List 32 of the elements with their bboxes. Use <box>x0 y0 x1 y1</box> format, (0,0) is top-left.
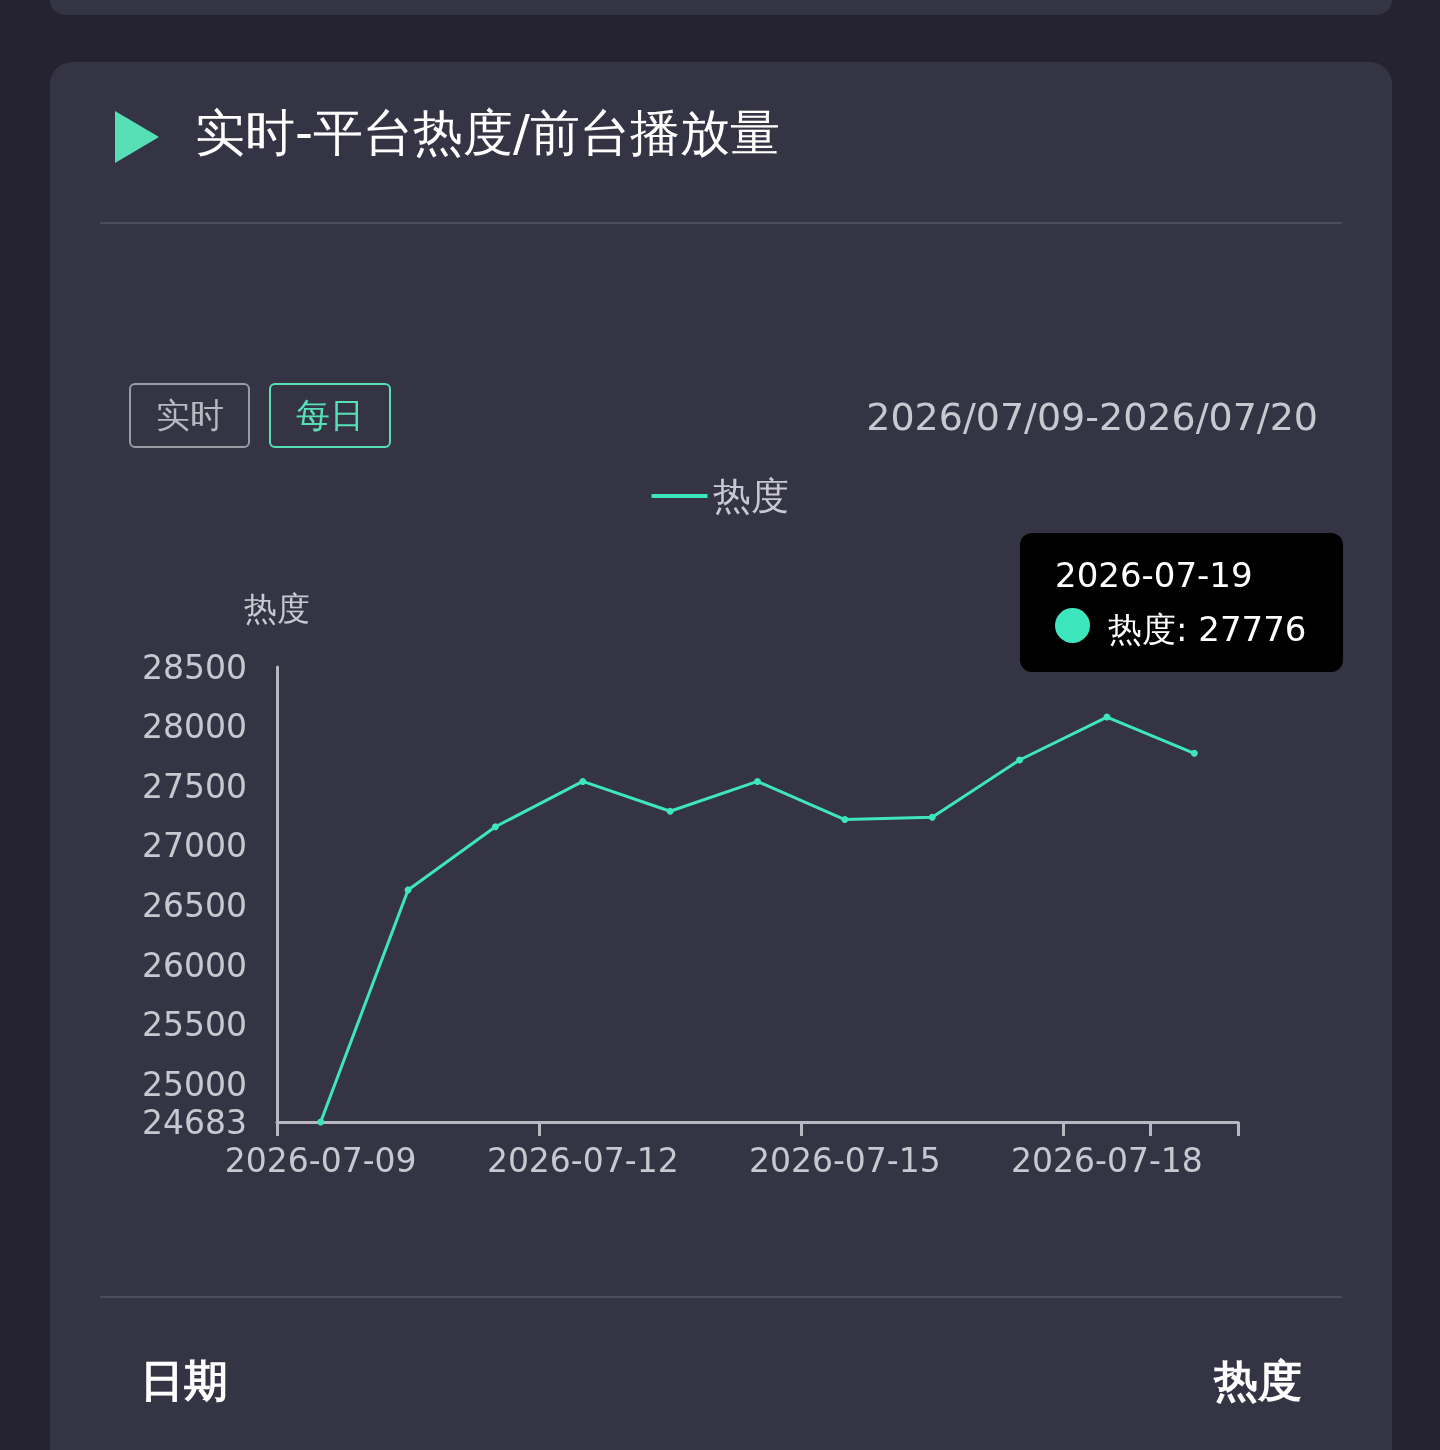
legend-label: 热度 <box>712 474 789 518</box>
text: 热度 <box>1214 1354 1302 1408</box>
y-tick-label: 26000 <box>142 945 247 985</box>
x-tick-label: 2026-07-12 <box>486 1141 679 1180</box>
point <box>754 777 761 785</box>
point <box>1016 756 1024 764</box>
text: 每日 <box>269 383 391 448</box>
text: 2026-07-19 <box>1055 555 1253 595</box>
y-tick-label: 26500 <box>142 885 247 925</box>
y-tick-label: 27500 <box>142 766 247 806</box>
point <box>666 807 674 815</box>
y-tick-label: 25000 <box>142 1064 247 1104</box>
point <box>491 823 499 831</box>
y-tick-label: 27000 <box>142 826 247 866</box>
y-tick-label: 28500 <box>142 647 247 687</box>
point <box>841 816 849 824</box>
y-tick-label: 24683 <box>142 1102 247 1142</box>
point <box>1190 749 1198 757</box>
x-tick-label: 2026-07-18 <box>1011 1141 1203 1180</box>
x-tick-label: 2026-07-09 <box>224 1141 417 1180</box>
point <box>928 813 936 821</box>
text: 日期 <box>140 1354 228 1408</box>
x-tick-label: 2026-07-15 <box>748 1141 941 1180</box>
chart-title: 实时-平台热度/前台播放量 <box>195 103 780 164</box>
y-tick-label: 28000 <box>142 707 247 747</box>
text: 2026/07/09-2026/07/20 <box>866 395 1318 439</box>
point <box>317 1118 325 1126</box>
point <box>579 777 587 785</box>
y-axis-title: 热度 <box>244 589 310 628</box>
text: 热度: 27776 <box>1108 608 1307 651</box>
y-tick-label: 25500 <box>142 1005 247 1045</box>
text: 实时 <box>129 383 250 448</box>
